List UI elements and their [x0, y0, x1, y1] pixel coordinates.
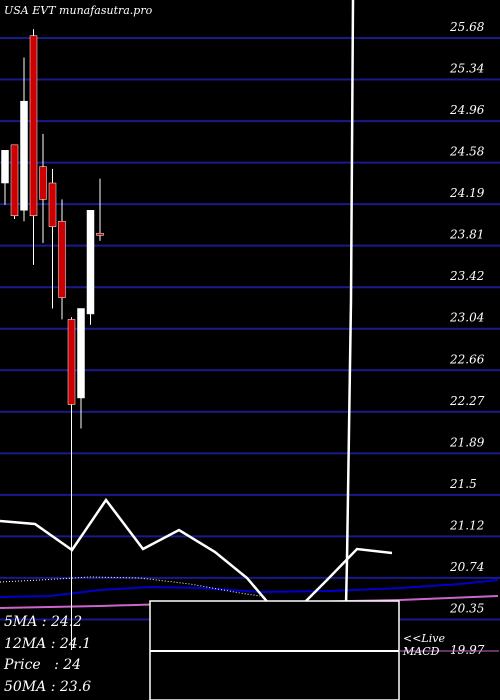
ma-dotted-line — [0, 576, 261, 597]
candle — [86, 210, 95, 325]
y-tick-label: 23.04 — [449, 311, 484, 325]
candle — [96, 178, 104, 241]
candle — [58, 199, 66, 320]
y-axis-ticks: 25.68 25.34 24.96 24.58 24.19 23.81 23.42 23.04… — [449, 20, 485, 657]
candle-body — [29, 35, 38, 217]
candle-body — [96, 232, 104, 236]
y-tick-label: 22.66 — [449, 352, 485, 366]
candle — [29, 29, 38, 265]
y-tick-label: 24.58 — [449, 145, 485, 159]
y-tick-label: 20.35 — [449, 601, 484, 615]
candle-body — [10, 144, 19, 217]
y-tick-label: 19.97 — [450, 643, 485, 657]
candle — [39, 133, 47, 244]
y-tick-label: 23.81 — [449, 228, 484, 242]
live-label: <<Live — [403, 632, 445, 645]
price-value: Price : 24 — [4, 657, 82, 673]
candle-body — [39, 166, 47, 200]
y-tick-label: 25.34 — [449, 62, 484, 76]
moving-average-panel: 5MA : 24.2 12MA : 24.1 Price : 24 50MA :… — [4, 612, 91, 698]
grid-lines — [0, 37, 500, 621]
ma50-value: 50MA : 23.6 — [4, 678, 92, 695]
chart-title: USA EVT munafasutra.pro — [4, 4, 153, 17]
candle — [48, 168, 57, 309]
candle — [10, 144, 19, 220]
y-tick-label: 25.68 — [449, 20, 485, 34]
candle-body — [77, 308, 85, 399]
candle-body — [67, 319, 76, 405]
candle-body — [20, 100, 28, 211]
ma5-value: 5MA : 24.2 — [4, 614, 83, 630]
macd-label: MACD — [403, 645, 440, 658]
candle-body — [58, 220, 66, 298]
candle — [67, 317, 76, 650]
ma12-value: 12MA : 24.1 — [4, 635, 92, 652]
candle — [20, 57, 28, 222]
y-tick-label: 21.89 — [449, 435, 485, 449]
y-tick-label: 21.12 — [449, 518, 484, 532]
candle-body — [86, 210, 95, 315]
candle — [1, 150, 9, 205]
y-tick-label: 24.96 — [449, 103, 485, 117]
y-tick-label: 21.5 — [449, 477, 477, 491]
ma-blue-line — [0, 579, 499, 598]
candles — [1, 29, 104, 650]
candle-body — [1, 150, 9, 184]
y-tick-label: 23.42 — [449, 269, 484, 283]
price-line — [0, 497, 393, 607]
y-tick-label: 24.19 — [449, 186, 485, 200]
candle — [77, 308, 85, 429]
y-tick-label: 22.27 — [449, 394, 485, 408]
y-tick-label: 20.74 — [449, 560, 484, 574]
candle-body — [48, 182, 57, 227]
